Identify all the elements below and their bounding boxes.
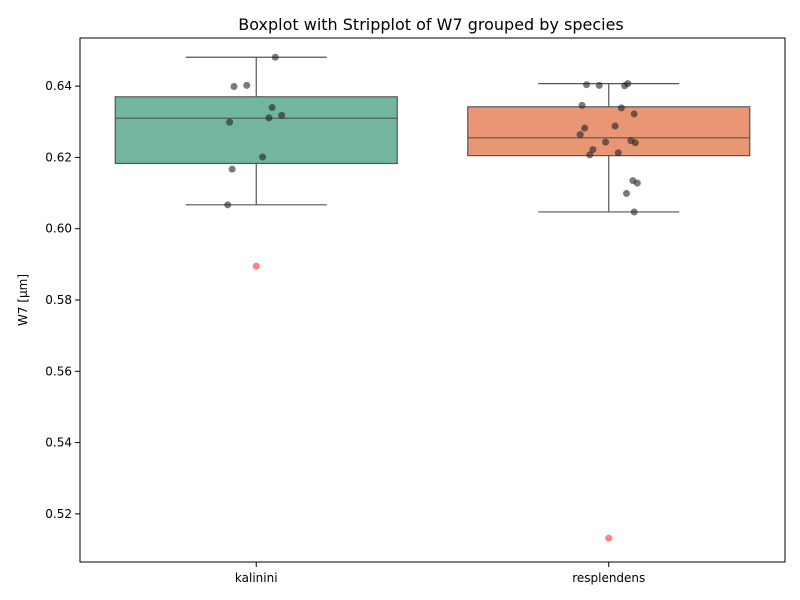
y-axis: 0.52 0.54 0.56 0.58 0.60 0.62 0.64	[45, 79, 80, 521]
y-axis-label: W7 [μm]	[16, 274, 30, 326]
strip-point	[617, 104, 625, 112]
strip-point	[611, 122, 619, 130]
strip-point	[633, 179, 641, 187]
strip-point	[623, 189, 631, 197]
outlier-point	[252, 262, 260, 270]
strip-point	[581, 124, 589, 132]
strip-points	[224, 53, 641, 216]
box-kalinini	[114, 56, 398, 270]
strip-point	[271, 53, 279, 61]
strip-point	[621, 82, 629, 90]
strip-point	[278, 111, 286, 119]
y-tick-label: 0.58	[45, 293, 72, 307]
x-tick-label: kalinini	[235, 571, 278, 585]
strip-point	[265, 114, 273, 122]
strip-point	[595, 81, 603, 89]
strip-point	[614, 149, 622, 157]
y-tick-label: 0.54	[45, 436, 72, 450]
y-tick-label: 0.52	[45, 507, 72, 521]
box-iqr	[114, 96, 398, 165]
strip-point	[576, 131, 584, 139]
strip-point	[586, 151, 594, 159]
strip-point	[602, 138, 610, 146]
strip-point	[259, 153, 267, 161]
strip-point	[268, 104, 276, 112]
box-resplendens	[467, 83, 751, 542]
x-axis: kalinini resplendens	[235, 562, 645, 585]
outlier-point	[605, 534, 613, 542]
x-tick-label: resplendens	[572, 571, 645, 585]
strip-point	[630, 208, 638, 216]
y-tick-label: 0.64	[45, 79, 72, 93]
strip-point	[589, 146, 597, 154]
strip-point	[224, 201, 232, 209]
boxes	[114, 56, 751, 542]
y-tick-label: 0.60	[45, 222, 72, 236]
y-tick-label: 0.56	[45, 364, 72, 378]
strip-point	[228, 165, 236, 173]
strip-point	[230, 82, 238, 90]
strip-point	[226, 118, 234, 126]
strip-point	[631, 139, 639, 147]
strip-point	[583, 81, 591, 89]
chart-title: Boxplot with Stripplot of W7 grouped by …	[238, 15, 624, 34]
strip-point	[630, 110, 638, 118]
box-iqr	[467, 106, 751, 157]
strip-point	[578, 101, 586, 109]
y-tick-label: 0.62	[45, 150, 72, 164]
strip-point	[243, 81, 251, 89]
plot-frame	[79, 37, 786, 563]
